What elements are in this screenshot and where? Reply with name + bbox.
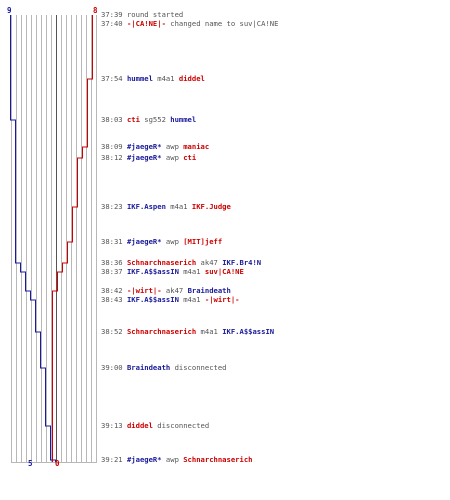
event-time: 38:09 xyxy=(101,142,127,151)
event-text: m4a1 xyxy=(196,327,223,336)
event-row: 37:54 hummel m4a1 diddel xyxy=(101,74,205,83)
event-row: 37:40 -|CA!NE|- changed name to suv|CA!N… xyxy=(101,19,278,28)
player-name: [MIT]jeff xyxy=(183,237,223,246)
event-row: 38:31 #jaegeR* awp [MIT]jeff xyxy=(101,237,222,246)
event-time: 38:31 xyxy=(101,237,127,246)
event-text: awp xyxy=(161,237,184,246)
player-name: suv|CA!NE xyxy=(204,267,244,276)
event-row: 38:36 Schnarchnaserich ak47 IKF.Br4!N xyxy=(101,258,261,267)
event-row: 38:23 IKF.Aspen m4a1 IKF.Judge xyxy=(101,202,231,211)
player-name: IKF.Judge xyxy=(191,202,231,211)
event-text: disconnected xyxy=(170,363,227,372)
event-time: 38:37 xyxy=(101,267,127,276)
event-row: 38:03 cti sg552 hummel xyxy=(101,115,196,124)
event-text: m4a1 xyxy=(178,295,205,304)
event-time: 39:13 xyxy=(101,421,127,430)
event-text: ak47 xyxy=(196,258,223,267)
player-name: cti xyxy=(183,153,197,162)
bottom-red-count: 0 xyxy=(55,459,60,468)
player-name: #jaegeR* xyxy=(126,455,162,464)
event-row: 38:12 #jaegeR* awp cti xyxy=(101,153,196,162)
event-time: 38:43 xyxy=(101,295,127,304)
player-name: -|wirt|- xyxy=(126,286,162,295)
player-name: Braindeath xyxy=(126,363,171,372)
event-time: 38:23 xyxy=(101,202,127,211)
event-text: sg552 xyxy=(139,115,171,124)
event-time: 38:12 xyxy=(101,153,127,162)
red-team-line xyxy=(52,15,93,462)
player-name: #jaegeR* xyxy=(126,142,162,151)
player-name: diddel xyxy=(126,421,153,430)
player-name: Schnarchnaserich xyxy=(126,258,197,267)
event-time: 37:40 xyxy=(101,19,127,28)
event-text: awp xyxy=(161,142,184,151)
event-time: 38:42 xyxy=(101,286,127,295)
player-name: Braindeath xyxy=(187,286,231,295)
event-time: 38:36 xyxy=(101,258,127,267)
event-row: 39:21 #jaegeR* awp Schnarchnaserich xyxy=(101,455,252,464)
player-name: hummel xyxy=(126,74,153,83)
event-text: changed name to xyxy=(165,19,240,28)
event-time: 38:52 xyxy=(101,327,127,336)
event-row: 38:43 IKF.A$$assIN m4a1 -|wirt|- xyxy=(101,295,240,304)
player-name: IKF.Br4!N xyxy=(222,258,262,267)
event-time: 39:21 xyxy=(101,455,127,464)
player-name: hummel xyxy=(170,115,197,124)
top-blue-count: 9 xyxy=(7,6,12,15)
team-lines xyxy=(10,15,93,462)
player-name: IKF.Aspen xyxy=(126,202,166,211)
player-name: Schnarchnaserich xyxy=(183,455,253,464)
player-name: #jaegeR* xyxy=(126,153,162,162)
event-text: m4a1 xyxy=(178,267,205,276)
event-time: 38:03 xyxy=(101,115,127,124)
event-text: suv|CA!NE xyxy=(239,19,279,28)
event-time: 39:00 xyxy=(101,363,127,372)
event-row: 39:00 Braindeath disconnected xyxy=(101,363,227,372)
event-row: 39:13 diddel disconnected xyxy=(101,421,209,430)
event-text: disconnected xyxy=(152,421,210,430)
event-row: 38:52 Schnarchnaserich m4a1 IKF.A$$assIN xyxy=(101,327,274,336)
event-row: 38:09 #jaegeR* awp maniac xyxy=(101,142,209,151)
event-text: awp xyxy=(161,153,184,162)
player-name: cti xyxy=(126,115,140,124)
blue-team-line xyxy=(10,15,56,462)
bottom-blue-count: 5 xyxy=(28,459,33,468)
top-red-count: 8 xyxy=(93,6,98,15)
event-time: 37:54 xyxy=(101,74,127,83)
event-row: 38:42 -|wirt|- ak47 Braindeath xyxy=(101,286,231,295)
player-name: -|CA!NE|- xyxy=(126,19,166,28)
player-name: #jaegeR* xyxy=(126,237,162,246)
timeline-grid xyxy=(11,15,97,463)
player-name: Schnarchnaserich xyxy=(126,327,197,336)
player-name: IKF.A$$assIN xyxy=(222,327,275,336)
event-text: m4a1 xyxy=(152,74,179,83)
event-row: 37:39 round started xyxy=(101,10,183,19)
event-text: ak47 xyxy=(161,286,188,295)
event-text: awp xyxy=(161,455,184,464)
round-timeline-graph xyxy=(10,15,97,463)
player-name: diddel xyxy=(178,74,205,83)
player-name: maniac xyxy=(183,142,210,151)
event-row: 38:37 IKF.A$$assIN m4a1 suv|CA!NE xyxy=(101,267,244,276)
player-name: IKF.A$$assIN xyxy=(126,295,179,304)
event-text: round started xyxy=(126,10,184,19)
event-text: m4a1 xyxy=(165,202,192,211)
player-name: IKF.A$$assIN xyxy=(126,267,179,276)
event-time: 37:39 xyxy=(101,10,127,19)
player-name: -|wirt|- xyxy=(204,295,240,304)
